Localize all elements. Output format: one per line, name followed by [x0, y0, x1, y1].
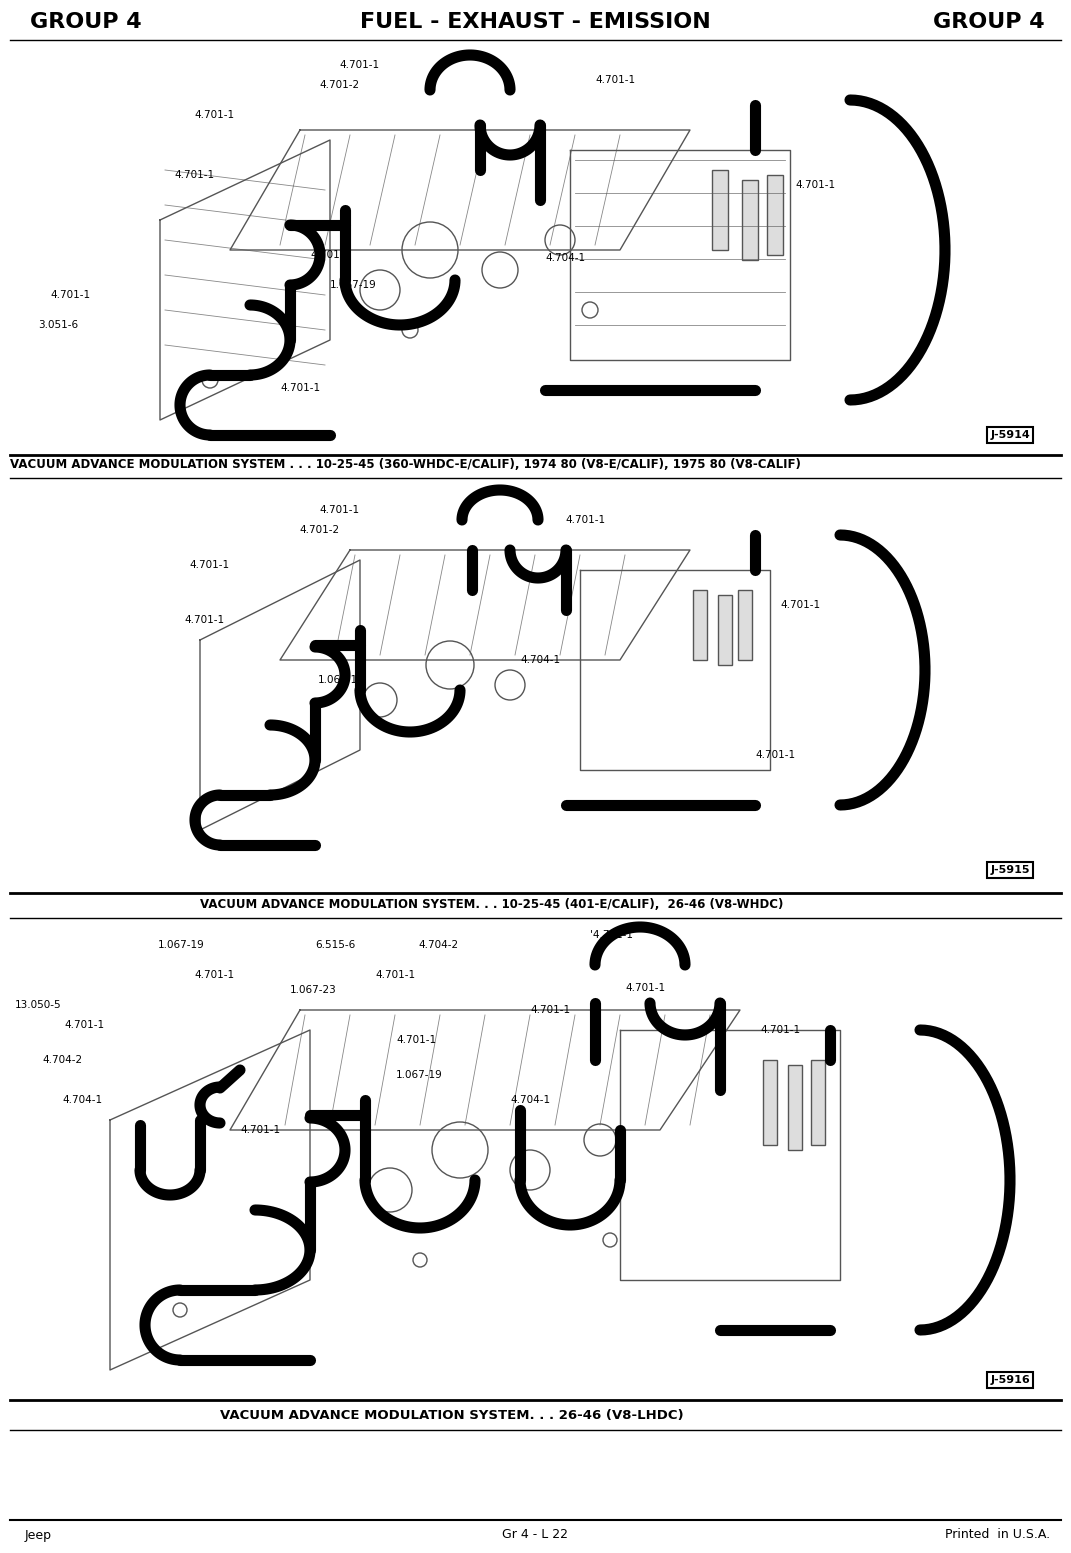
Bar [718, 595, 731, 665]
Text: 4.704-1: 4.704-1 [510, 1095, 550, 1106]
Text: 4.701-1: 4.701-1 [780, 599, 820, 610]
Text: 4.701-1: 4.701-1 [595, 75, 635, 85]
Text: 4.701-1: 4.701-1 [175, 169, 215, 180]
Text: J-5914: J-5914 [990, 430, 1030, 439]
Text: 4.704-1: 4.704-1 [521, 655, 560, 665]
Text: 4.701-1: 4.701-1 [565, 516, 605, 525]
Text: 4.701-1: 4.701-1 [625, 983, 665, 992]
Text: 4.701-1: 4.701-1 [397, 1034, 437, 1045]
Bar [742, 180, 758, 259]
Text: 4.701-2: 4.701-2 [300, 525, 340, 534]
Bar [811, 1061, 825, 1145]
Text: 4.701-1: 4.701-1 [760, 1025, 800, 1034]
Text: VACUUM ADVANCE MODULATION SYSTEM. . . 26-46 (V8-LHDC): VACUUM ADVANCE MODULATION SYSTEM. . . 26… [220, 1409, 683, 1421]
Text: 4.701-1: 4.701-1 [755, 750, 795, 759]
Text: 4.701-1: 4.701-1 [50, 290, 90, 300]
Text: 4.701-1: 4.701-1 [280, 384, 320, 393]
Text: GROUP 4: GROUP 4 [933, 12, 1045, 33]
Text: Jeep: Jeep [25, 1528, 52, 1542]
Bar [712, 169, 728, 250]
Text: 4.701-1: 4.701-1 [240, 1124, 281, 1135]
Bar [767, 175, 783, 255]
Text: 1.067-19: 1.067-19 [159, 940, 205, 950]
Text: 13.050-5: 13.050-5 [15, 1000, 62, 1009]
Text: FUEL - EXHAUST - EMISSION: FUEL - EXHAUST - EMISSION [360, 12, 710, 33]
Text: 1.067-19: 1.067-19 [330, 280, 377, 290]
Text: 1.067-19: 1.067-19 [396, 1070, 442, 1079]
Text: Gr 4 - L 22: Gr 4 - L 22 [502, 1528, 568, 1542]
Bar [693, 590, 707, 660]
Text: J-5915: J-5915 [991, 865, 1029, 874]
Text: 4.704-2: 4.704-2 [418, 940, 458, 950]
Text: 4.701-1: 4.701-1 [185, 615, 225, 624]
Text: GROUP 4: GROUP 4 [30, 12, 141, 33]
Text: 4.701-1: 4.701-1 [530, 1005, 570, 1016]
Text: 4.701-1: 4.701-1 [195, 110, 235, 120]
Bar [738, 590, 752, 660]
Text: 4.701-2: 4.701-2 [320, 81, 360, 90]
Text: J-5916: J-5916 [990, 1374, 1030, 1385]
Text: 4.701-1: 4.701-1 [195, 971, 235, 980]
Text: 3.051-6: 3.051-6 [37, 320, 78, 329]
Text: Printed  in U.S.A.: Printed in U.S.A. [945, 1528, 1050, 1542]
Text: 1.067-23: 1.067-23 [290, 985, 336, 995]
Text: VACUUM ADVANCE MODULATION SYSTEM. . . 10-25-45 (401-E/CALIF),  26-46 (V8-WHDC): VACUUM ADVANCE MODULATION SYSTEM. . . 10… [200, 899, 783, 912]
Text: 4.704-1: 4.704-1 [545, 253, 585, 262]
Text: VACUUM ADVANCE MODULATION SYSTEM . . . 10-25-45 (360-WHDC-E/CALIF), 1974 80 (V8-: VACUUM ADVANCE MODULATION SYSTEM . . . 1… [10, 458, 801, 472]
Text: 4.701-1: 4.701-1 [320, 505, 360, 516]
Text: 4.701-1: 4.701-1 [310, 250, 350, 259]
Text: 4.701-1: 4.701-1 [340, 61, 380, 70]
Text: 4.701-1: 4.701-1 [190, 561, 230, 570]
Text: 4.701-1: 4.701-1 [65, 1020, 105, 1030]
Bar [763, 1061, 776, 1145]
Text: 4.704-2: 4.704-2 [42, 1054, 82, 1065]
Text: 4.701-1: 4.701-1 [795, 180, 835, 189]
Text: 6.515-6: 6.515-6 [315, 940, 356, 950]
Text: 4.701-1: 4.701-1 [375, 971, 416, 980]
Text: 4.704-1: 4.704-1 [62, 1095, 102, 1106]
Text: 1.067-19: 1.067-19 [318, 676, 365, 685]
Bar [788, 1065, 802, 1151]
Text: '4.701-1: '4.701-1 [590, 930, 633, 940]
